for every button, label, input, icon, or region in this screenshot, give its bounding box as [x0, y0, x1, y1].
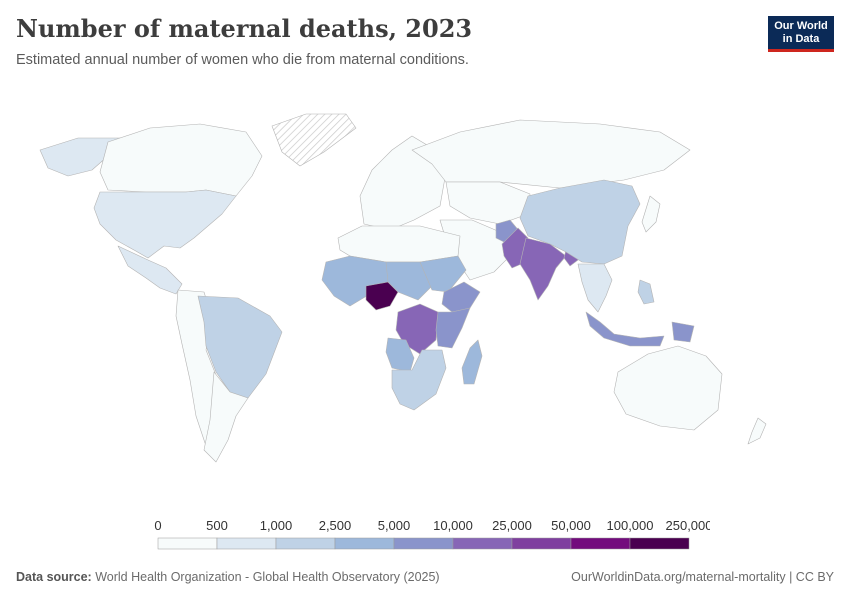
region-china[interactable]	[519, 179, 641, 265]
data-source-label: Data source:	[16, 570, 92, 584]
footer-separator: |	[785, 570, 796, 584]
region-indonesia[interactable]	[585, 311, 665, 347]
legend-bin[interactable]	[629, 537, 690, 550]
region-papua-new-guinea[interactable]	[671, 321, 695, 343]
region-greenland[interactable]	[271, 113, 357, 167]
region-central-asia[interactable]	[445, 181, 531, 225]
chart-title: Number of maternal deaths, 2023	[16, 14, 473, 43]
legend-bins	[157, 537, 690, 550]
region-central-america[interactable]	[117, 245, 183, 295]
legend-bin[interactable]	[393, 537, 454, 550]
legend-tick-label: 100,000	[607, 518, 654, 533]
data-source: Data source: World Health Organization -…	[16, 570, 440, 584]
region-north-america[interactable]	[93, 189, 237, 259]
legend-bin[interactable]	[570, 537, 631, 550]
legend-bin[interactable]	[216, 537, 277, 550]
region-japan[interactable]	[641, 195, 661, 233]
legend-tick-label: 5,000	[378, 518, 411, 533]
legend-tick-label: 25,000	[492, 518, 532, 533]
legend-tick-label: 1,000	[260, 518, 293, 533]
legend-tick-label: 0	[154, 518, 161, 533]
region-australia[interactable]	[613, 345, 723, 431]
region-new-zealand[interactable]	[747, 417, 767, 445]
region-russia[interactable]	[411, 119, 691, 189]
license-link[interactable]: CC BY	[795, 570, 834, 584]
region-sudan[interactable]	[419, 255, 467, 293]
region-philippines[interactable]	[637, 279, 655, 305]
legend-bin[interactable]	[334, 537, 395, 550]
legend-ticks: 0 500 1,000 2,500 5,000 10,000 25,000 50,000 100…	[154, 518, 710, 533]
chart-subtitle: Estimated annual number of women who die…	[16, 52, 469, 68]
logo-line-2: in Data	[782, 32, 820, 45]
legend-bin[interactable]	[452, 537, 513, 550]
legend-tick-label: 250,000	[666, 518, 711, 533]
owid-logo[interactable]: Our World in Data	[768, 16, 834, 52]
legend-tick-label: 50,000	[551, 518, 591, 533]
legend-bin[interactable]	[511, 537, 572, 550]
region-southern-africa[interactable]	[391, 349, 447, 411]
legend-tick-label: 500	[206, 518, 228, 533]
data-source-text: World Health Organization - Global Healt…	[95, 570, 440, 584]
region-southeast-asia[interactable]	[577, 263, 613, 313]
world-map	[39, 113, 767, 463]
color-legend: 0 500 1,000 2,500 5,000 10,000 25,000 50,000 100…	[154, 518, 710, 550]
footer-right: OurWorldinData.org/maternal-mortality | …	[571, 570, 834, 584]
legend-tick-label: 2,500	[319, 518, 352, 533]
region-east-africa[interactable]	[435, 307, 471, 349]
legend-bin[interactable]	[275, 537, 336, 550]
region-north-africa[interactable]	[337, 225, 461, 263]
region-europe[interactable]	[359, 135, 447, 231]
region-madagascar[interactable]	[461, 339, 483, 385]
footer: Data source: World Health Organization -…	[16, 570, 834, 584]
region-alaska[interactable]	[39, 137, 123, 177]
region-south-america-south[interactable]	[203, 371, 249, 463]
region-india[interactable]	[519, 237, 567, 301]
logo-line-1: Our World	[774, 19, 828, 32]
legend-tick-label: 10,000	[433, 518, 473, 533]
source-url-link[interactable]: OurWorldinData.org/maternal-mortality	[571, 570, 786, 584]
legend-bin[interactable]	[157, 537, 218, 550]
region-canada[interactable]	[99, 123, 263, 197]
